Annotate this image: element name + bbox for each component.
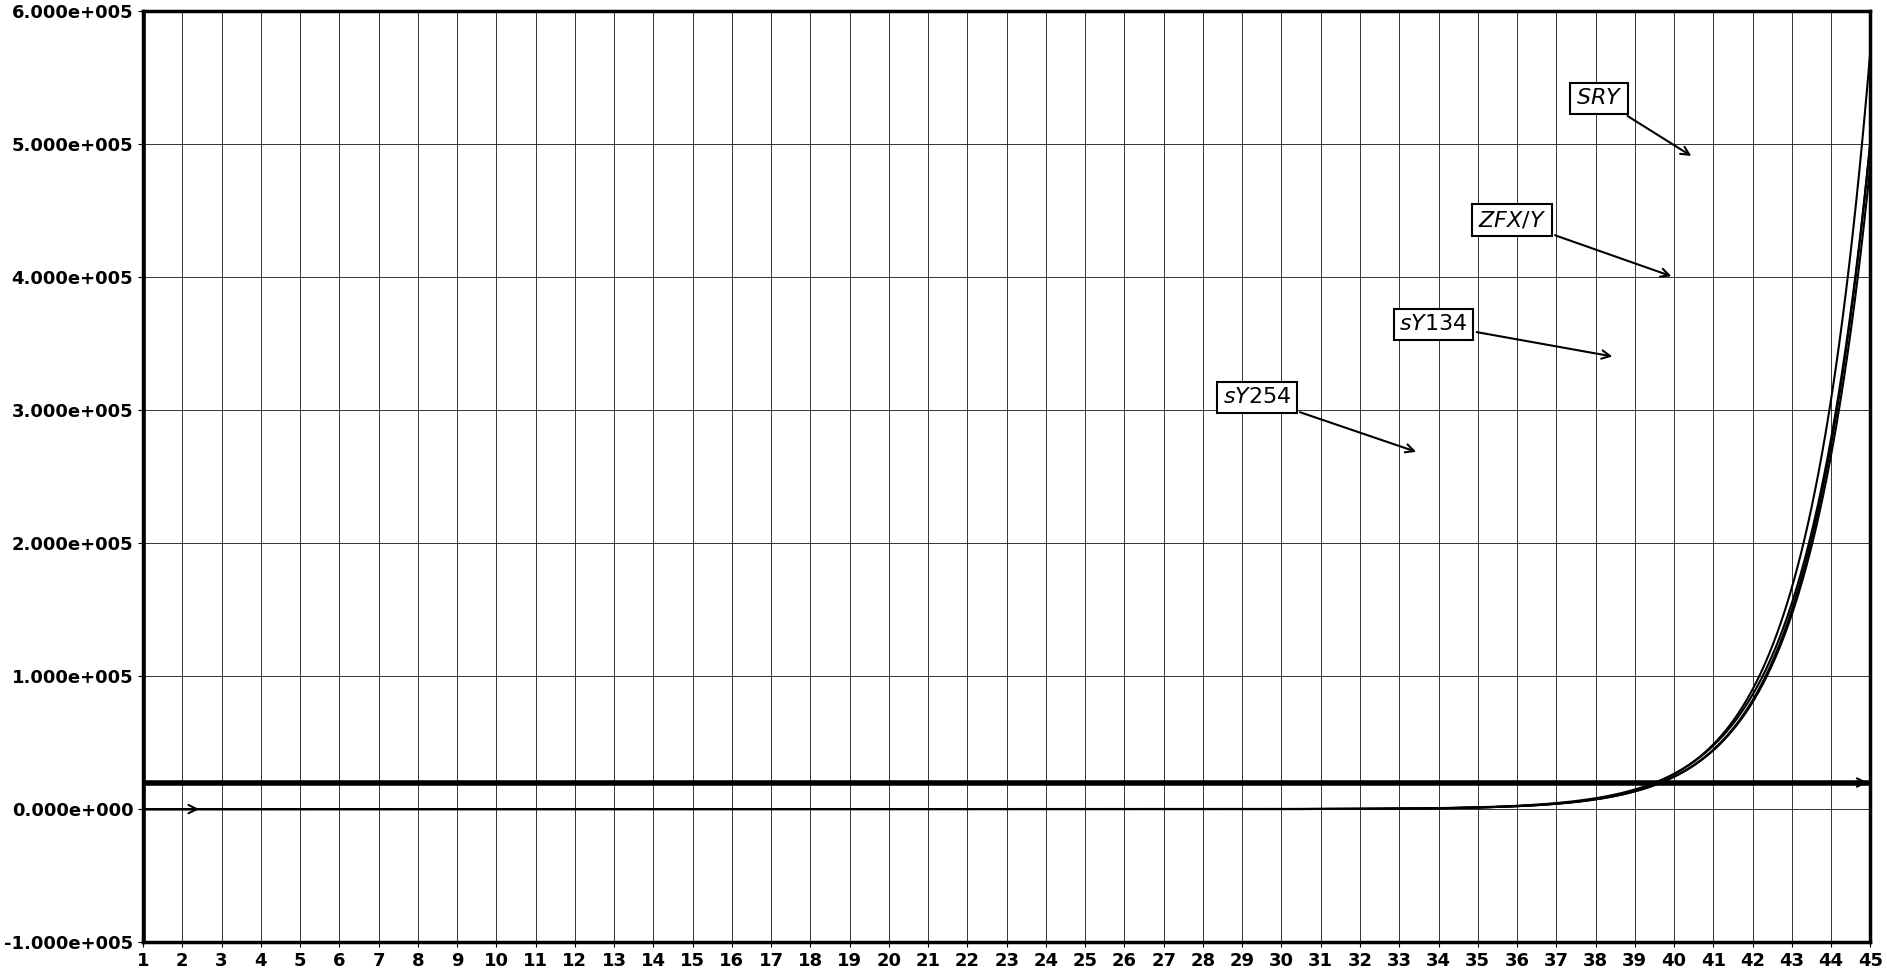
Text: $SRY$: $SRY$	[1576, 89, 1689, 155]
Text: $ZFX/Y$: $ZFX/Y$	[1478, 209, 1670, 277]
Text: $sY254$: $sY254$	[1223, 388, 1413, 452]
Text: $sY134$: $sY134$	[1400, 315, 1610, 358]
